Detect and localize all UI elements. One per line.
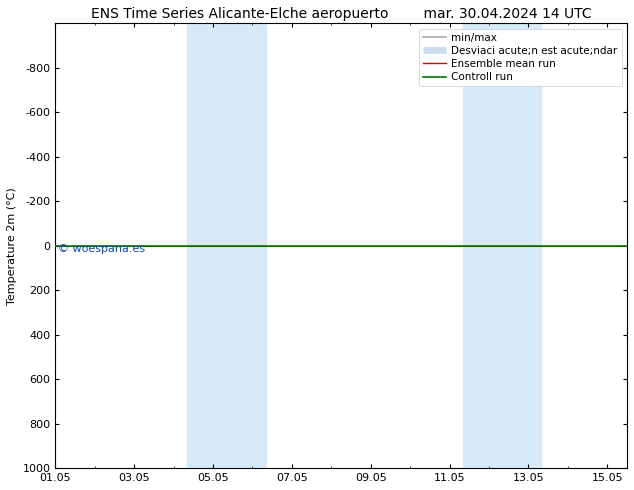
Y-axis label: Temperature 2m (°C): Temperature 2m (°C) — [7, 187, 17, 305]
Text: © woespana.es: © woespana.es — [58, 244, 145, 254]
Legend: min/max, Desviaci acute;n est acute;ndar, Ensemble mean run, Controll run: min/max, Desviaci acute;n est acute;ndar… — [419, 29, 622, 86]
Bar — [463, 24, 541, 468]
Title: ENS Time Series Alicante-Elche aeropuerto        mar. 30.04.2024 14 UTC: ENS Time Series Alicante-Elche aeropuert… — [91, 7, 592, 21]
Bar — [186, 24, 266, 468]
